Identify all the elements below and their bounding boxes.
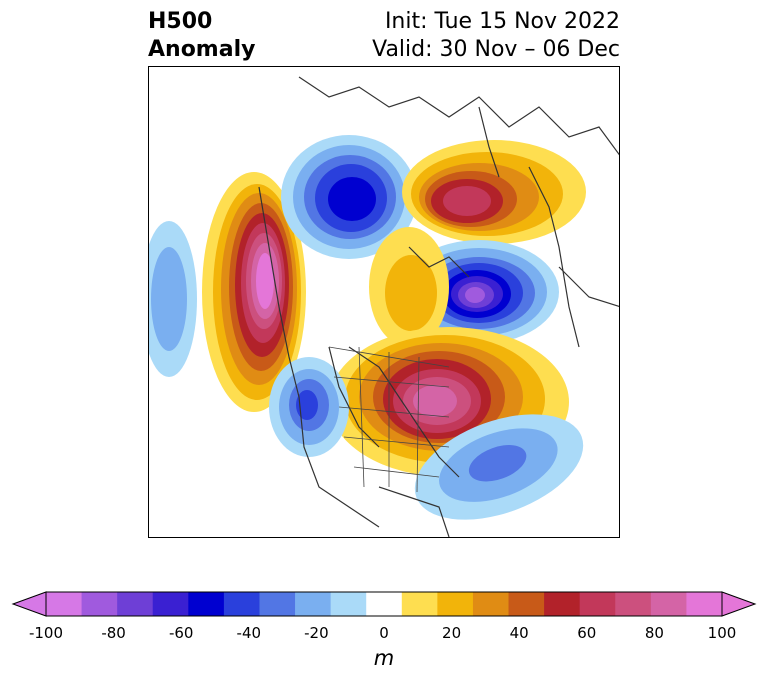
colorbar (11, 591, 757, 617)
colorbar-segment (366, 592, 403, 616)
anomaly-trough-arctic (281, 135, 417, 259)
colorbar-tick: -20 (304, 624, 329, 642)
title-variable: H500 (148, 9, 213, 34)
anomaly-ridge-central (369, 227, 449, 347)
colorbar-tick: -60 (168, 624, 194, 642)
init-date: Init: Tue 15 Nov 2022 (384, 9, 620, 34)
state-borders (328, 346, 450, 493)
colorbar-tick: -40 (236, 624, 262, 642)
anomaly-trough-west (149, 221, 197, 377)
colorbar-segment (579, 592, 616, 616)
title-left: H500 Anomaly (148, 8, 255, 64)
colorbar-segment (295, 592, 332, 616)
colorbar-segment (650, 592, 687, 616)
colorbar-segment (259, 592, 296, 616)
colorbar-segment (508, 592, 545, 616)
colorbar-segment (544, 592, 581, 616)
colorbar-extend-high (721, 591, 757, 617)
colorbar-segment (437, 592, 474, 616)
valid-range: Valid: 30 Nov – 06 Dec (372, 37, 620, 62)
colorbar-tick: -100 (28, 624, 64, 642)
colorbar-segment (330, 592, 367, 616)
anomaly-trough-western-us (269, 357, 349, 457)
colorbar-tick: 0 (379, 624, 389, 642)
colorbar-segment (686, 592, 723, 616)
title-field: Anomaly (148, 37, 256, 62)
map-svg (149, 76, 619, 537)
colorbar-segment (81, 592, 118, 616)
colorbar-extend-low (11, 591, 47, 617)
colorbar-unit: m (373, 646, 395, 670)
anomaly-ridge-siberia (402, 140, 586, 244)
colorbar-tick: 40 (509, 624, 529, 642)
colorbar-segment (152, 592, 189, 616)
anomaly-trough-europe (399, 240, 559, 344)
colorbar-tick: 20 (442, 624, 462, 642)
title-right: Init: Tue 15 Nov 2022 Valid: 30 Nov – 06… (372, 8, 620, 64)
colorbar-segment (223, 592, 260, 616)
colorbar-tick: 60 (577, 624, 597, 642)
colorbar-segment (401, 592, 438, 616)
anomaly-trough-atlantic (414, 414, 584, 520)
anomaly-map (148, 66, 620, 538)
colorbar-segment (472, 592, 510, 616)
colorbar-segment (615, 592, 652, 616)
colorbar-tick: -80 (101, 624, 126, 642)
colorbar-segment (188, 592, 225, 616)
colorbar-ticks: -100 -80 -60 -40 -20 0 20 40 60 80 100 (0, 624, 768, 646)
colorbar-segment (46, 592, 83, 616)
colorbar-tick: 80 (644, 624, 664, 642)
colorbar-tick: 100 (707, 624, 737, 642)
colorbar-segment (117, 592, 154, 616)
coastlines (258, 76, 619, 537)
